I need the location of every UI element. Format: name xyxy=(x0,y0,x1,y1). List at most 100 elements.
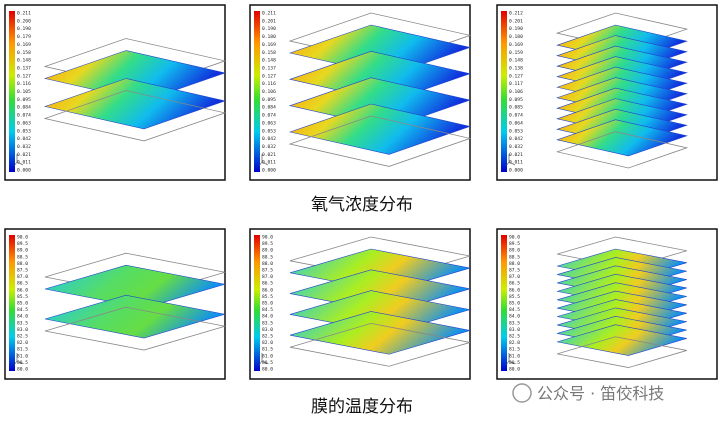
legend-label: 0.000 xyxy=(17,168,31,174)
legend-label: 89.0 xyxy=(17,248,28,254)
legend-label: 0.042 xyxy=(509,136,523,142)
axis-triad xyxy=(258,154,269,167)
legend-label: 89.5 xyxy=(262,241,273,247)
legend-label: 84.5 xyxy=(262,307,273,313)
legend-label: 87.0 xyxy=(17,274,28,280)
legend-label: 0.117 xyxy=(509,81,523,87)
legend-label: 83.5 xyxy=(17,320,28,326)
legend-label: 87.0 xyxy=(509,274,520,280)
membrane-plate xyxy=(43,78,227,130)
legend-label: 0.084 xyxy=(17,105,31,111)
legend-label: 84.0 xyxy=(262,314,273,320)
legend-label: 80.0 xyxy=(509,367,520,373)
legend-label: 81.0 xyxy=(509,353,520,359)
legend-label: 0.190 xyxy=(509,26,523,32)
legend-label: 0.074 xyxy=(17,113,31,119)
legend-label: 0.042 xyxy=(17,136,31,142)
legend-label: 0.148 xyxy=(17,58,31,64)
legend-label: 81.0 xyxy=(262,353,273,359)
legend-label: 0.138 xyxy=(509,65,523,71)
legend-label: 84.0 xyxy=(509,314,520,320)
legend-label: 90.0 xyxy=(262,235,273,241)
legend-label: 0.201 xyxy=(262,18,276,24)
colorbar xyxy=(501,11,507,172)
axis-triad xyxy=(505,353,516,366)
frame xyxy=(44,306,226,351)
legend-label: 85.0 xyxy=(17,301,28,307)
legend-label: 88.0 xyxy=(262,261,273,267)
membrane-plate xyxy=(556,119,688,157)
legend-label: 0.169 xyxy=(262,42,276,48)
legend-label: 0.063 xyxy=(262,120,276,126)
legend-label: 0.011 xyxy=(262,160,276,166)
legend-label: 80.0 xyxy=(262,367,273,373)
legend-label: 0.063 xyxy=(17,120,31,126)
legend-label: 0.106 xyxy=(509,89,523,95)
legend-label: 0.095 xyxy=(509,97,523,103)
frame xyxy=(43,90,227,142)
legend-label: 0.000 xyxy=(509,168,523,174)
legend-label: 0.105 xyxy=(17,89,31,95)
legend-label: 0.011 xyxy=(17,160,31,166)
legend-label: 88.5 xyxy=(17,254,28,260)
legend-label: 85.5 xyxy=(262,294,273,300)
legend-label: 0.190 xyxy=(262,26,276,32)
legend-label: 0.021 xyxy=(262,152,276,158)
legend-label: 87.5 xyxy=(17,268,28,274)
legend-label: 86.0 xyxy=(509,287,520,293)
legend-label: 85.5 xyxy=(509,294,520,300)
legend-label: 0.158 xyxy=(262,50,276,56)
legend-label: 0.137 xyxy=(17,65,31,71)
legend-label: 0.074 xyxy=(509,113,523,119)
colorbar xyxy=(501,235,507,371)
legend-label: 0.179 xyxy=(17,34,31,40)
legend-label: 87.5 xyxy=(509,268,520,274)
legend-label: 0.201 xyxy=(509,18,523,24)
axis-triad xyxy=(13,353,24,366)
legend-label: 0.074 xyxy=(262,113,276,119)
colorbar xyxy=(254,235,260,371)
colorbar xyxy=(9,11,15,172)
legend-label: 82.0 xyxy=(262,340,273,346)
legend-label: 89.0 xyxy=(262,248,273,254)
legend-label: 0.169 xyxy=(509,42,523,48)
legend-label: 0.106 xyxy=(262,89,276,95)
caption: 膜的温度分布 xyxy=(311,397,413,417)
legend-label: 0.053 xyxy=(509,128,523,134)
legend-label: 86.5 xyxy=(509,281,520,287)
legend-label: 86.0 xyxy=(262,287,273,293)
legend-label: 80.5 xyxy=(509,360,520,366)
legend-label: 87.5 xyxy=(262,268,273,274)
legend-label: 0.095 xyxy=(17,97,31,103)
membrane-plate xyxy=(288,103,472,155)
legend-label: 0.116 xyxy=(17,81,31,87)
legend-label: 0.211 xyxy=(262,11,276,17)
legend-label: 0.127 xyxy=(509,73,523,79)
legend-label: 0.032 xyxy=(509,144,523,150)
legend-label: 0.116 xyxy=(262,81,276,87)
legend-label: 0.032 xyxy=(262,144,276,150)
legend-label: 0.021 xyxy=(509,152,523,158)
watermark: 公众号 · 笛佼科技 xyxy=(537,384,664,403)
legend-label: 84.0 xyxy=(17,314,28,320)
legend-label: 88.5 xyxy=(509,254,520,260)
legend-label: 84.5 xyxy=(509,307,520,313)
frame xyxy=(555,131,689,169)
legend-label: 82.5 xyxy=(17,334,28,340)
legend-label: 0.127 xyxy=(262,73,276,79)
legend-label: 82.5 xyxy=(262,334,273,340)
legend-label: 0.200 xyxy=(17,18,31,24)
legend-label: 90.0 xyxy=(509,235,520,241)
legend-label: 80.0 xyxy=(17,367,28,373)
legend-label: 81.5 xyxy=(509,347,520,353)
legend-label: 89.5 xyxy=(509,241,520,247)
membrane-plate xyxy=(289,311,471,355)
legend-label: 83.0 xyxy=(509,327,520,333)
legend-label: 80.5 xyxy=(17,360,28,366)
legend-label: 88.0 xyxy=(509,261,520,267)
axis-triad xyxy=(13,154,24,167)
legend-label: 85.5 xyxy=(17,294,28,300)
legend-label: 81.5 xyxy=(262,347,273,353)
legend-label: 83.0 xyxy=(17,327,28,333)
